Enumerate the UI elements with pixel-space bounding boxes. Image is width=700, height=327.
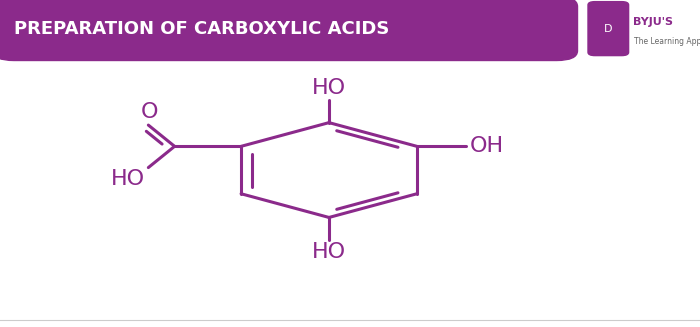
Text: The Learning App: The Learning App xyxy=(634,37,700,46)
Text: BYJU'S: BYJU'S xyxy=(634,17,673,27)
Text: HO: HO xyxy=(111,169,145,189)
Text: O: O xyxy=(141,102,158,123)
Text: HO: HO xyxy=(312,78,346,98)
FancyBboxPatch shape xyxy=(588,2,629,56)
Text: PREPARATION OF CARBOXYLIC ACIDS: PREPARATION OF CARBOXYLIC ACIDS xyxy=(14,20,389,38)
Text: OH: OH xyxy=(470,136,503,156)
Text: HO: HO xyxy=(312,242,346,262)
Text: D: D xyxy=(604,24,612,34)
FancyBboxPatch shape xyxy=(0,0,578,60)
